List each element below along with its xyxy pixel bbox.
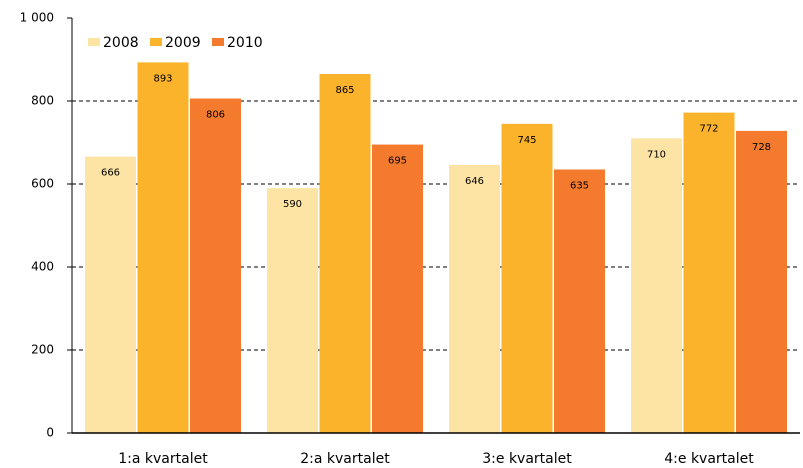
legend-label: 2008: [103, 35, 139, 51]
bar: [137, 62, 189, 433]
bar: [683, 112, 735, 434]
bar: [372, 144, 423, 433]
x-tick-label: 3:e kvartalet: [482, 451, 572, 467]
bar: [85, 156, 136, 434]
y-tick-label: 200: [31, 343, 54, 357]
legend-swatch: [150, 38, 162, 46]
data-label: 772: [699, 124, 718, 135]
data-label: 865: [335, 85, 354, 96]
y-tick-label: 400: [31, 260, 54, 274]
bar: [501, 123, 553, 433]
bar: [267, 188, 318, 433]
bar: [190, 98, 241, 433]
legend-swatch: [88, 38, 100, 46]
legend-label: 2009: [165, 35, 201, 51]
data-label: 666: [101, 168, 120, 179]
data-label: 893: [153, 73, 172, 84]
legend-label: 2010: [227, 35, 263, 51]
data-label: 710: [647, 149, 666, 160]
bar: [631, 138, 682, 433]
bar: [554, 169, 605, 433]
data-label: 635: [570, 180, 589, 191]
bar: [319, 74, 371, 434]
y-tick-label: 1 000: [20, 11, 54, 25]
x-tick-label: 1:a kvartalet: [118, 451, 208, 467]
data-label: 646: [465, 176, 484, 187]
data-label: 590: [283, 199, 302, 210]
y-tick-label: 800: [31, 94, 54, 108]
bar: [449, 164, 500, 433]
data-label: 745: [517, 135, 536, 146]
y-tick-label: 600: [31, 177, 54, 191]
data-label: 728: [752, 142, 771, 153]
x-tick-label: 2:a kvartalet: [300, 451, 390, 467]
data-label: 806: [206, 110, 225, 121]
y-tick-label: 0: [46, 426, 54, 440]
data-label: 695: [388, 156, 407, 167]
bar: [736, 130, 787, 433]
x-tick-label: 4:e kvartalet: [664, 451, 754, 467]
legend-swatch: [212, 38, 224, 46]
